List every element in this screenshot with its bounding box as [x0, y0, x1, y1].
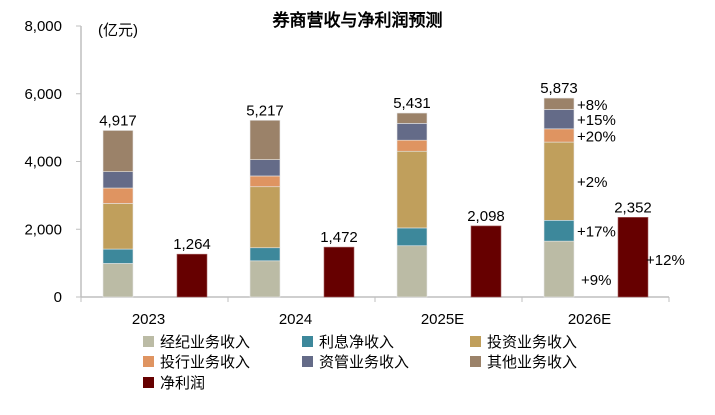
bar-segment-2 [249, 186, 281, 249]
legend-item: 资管业务收入 [302, 351, 409, 372]
legend-swatch [470, 336, 481, 347]
y-tick-label: 6,000 [24, 86, 62, 103]
legend-item: 投资业务收入 [470, 331, 577, 352]
bar-segment-1 [249, 247, 281, 262]
legend-swatch [302, 356, 313, 367]
total-label: 5,217 [246, 102, 284, 119]
bar-segment-3 [102, 187, 134, 204]
bar-segment-2 [396, 150, 428, 229]
bar-segment-3 [543, 128, 575, 143]
legend-item: 经纪业务收入 [143, 331, 250, 352]
legend-label: 经纪业务收入 [160, 334, 251, 351]
net-profit-label: 2,352 [614, 199, 652, 216]
y-tick-label: 0 [54, 289, 62, 306]
bar-segment-0 [543, 240, 575, 298]
legend-item: 利息净收入 [302, 331, 394, 352]
x-tick-label: 2023 [132, 311, 165, 328]
y-tick-label: 8,000 [24, 18, 62, 35]
legend-swatch [302, 336, 313, 347]
net-profit-bar [617, 217, 649, 298]
bar-segment-4 [543, 109, 575, 130]
net-profit-bar [176, 253, 208, 298]
legend-label: 投行业务收入 [160, 354, 251, 371]
legend-swatch [143, 336, 154, 347]
y-tick-label: 2,000 [24, 221, 62, 238]
growth-label: +17% [577, 224, 616, 241]
legend-label: 净利润 [160, 375, 206, 392]
total-label: 4,917 [99, 112, 137, 129]
chart-title: 券商营收与净利润预测 [272, 11, 443, 30]
legend-swatch [470, 356, 481, 367]
x-tick-label: 2026E [568, 311, 611, 328]
growth-label: +12% [646, 252, 685, 269]
legend-item: 净利润 [143, 372, 205, 393]
x-tick-label: 2024 [279, 311, 312, 328]
bar-segment-4 [249, 159, 281, 177]
legend-label: 资管业务收入 [319, 354, 410, 371]
legend-swatch [143, 356, 154, 367]
growth-label: +20% [577, 128, 616, 145]
growth-label: +8% [577, 97, 607, 114]
y-tick-label: 4,000 [24, 154, 62, 171]
bar-segment-0 [102, 263, 134, 298]
x-tick-label: 2025E [421, 311, 464, 328]
bar-segment-1 [396, 227, 428, 247]
net-profit-label: 1,264 [173, 236, 211, 253]
bar-segment-0 [249, 260, 281, 298]
legend-label: 利息净收入 [319, 334, 395, 351]
net-profit-label: 1,472 [320, 229, 358, 246]
bar-segment-1 [543, 220, 575, 242]
legend-item: 投行业务收入 [143, 351, 250, 372]
bar-segment-4 [396, 123, 428, 141]
net-profit-bar [323, 246, 355, 298]
bar-segment-3 [396, 139, 428, 152]
bar-segment-1 [102, 248, 134, 264]
legend-swatch [143, 377, 154, 388]
legend-label: 其他业务收入 [487, 354, 578, 371]
bar-segment-5 [543, 97, 575, 110]
unit-label: (亿元) [98, 22, 138, 39]
net-profit-bar [470, 225, 502, 298]
bar-segment-5 [102, 130, 134, 172]
legend-item: 其他业务收入 [470, 351, 577, 372]
legend-label: 投资业务收入 [487, 334, 578, 351]
bar-segment-3 [249, 175, 281, 188]
bar-segment-5 [249, 119, 281, 160]
bar-segment-4 [102, 171, 134, 189]
growth-label: +9% [581, 272, 611, 289]
bar-segment-0 [396, 245, 428, 298]
bar-segment-2 [102, 203, 134, 250]
bar-segment-5 [396, 112, 428, 124]
net-profit-label: 2,098 [467, 208, 505, 225]
bar-segment-2 [543, 141, 575, 221]
growth-label: +15% [577, 112, 616, 129]
total-label: 5,431 [393, 95, 431, 112]
growth-label: +2% [577, 174, 607, 191]
total-label: 5,873 [540, 80, 578, 97]
